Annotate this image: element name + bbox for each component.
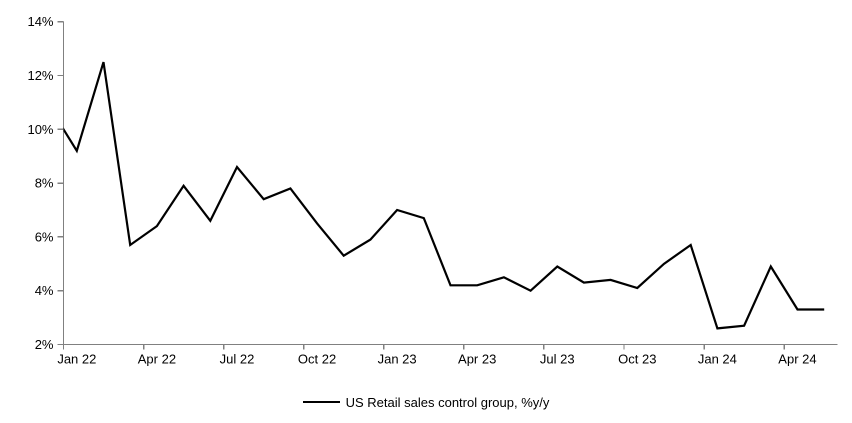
- x-tick-label: Oct 22: [298, 352, 336, 367]
- data-line-series: [63, 61, 825, 330]
- x-tick-label: Jul 22: [220, 352, 255, 367]
- legend-label: US Retail sales control group, %y/y: [345, 394, 550, 410]
- y-tick-label: 12%: [27, 68, 53, 83]
- x-tick-label: Jan 22: [57, 352, 96, 367]
- y-tick-label: 10%: [27, 122, 53, 137]
- y-tick-label: 2%: [35, 337, 54, 352]
- legend-line-swatch: [302, 401, 340, 403]
- y-tick-label: 6%: [35, 229, 54, 244]
- x-tick-label: Jan 24: [698, 352, 737, 367]
- x-tick-label: Apr 22: [138, 352, 176, 367]
- legend: US Retail sales control group, %y/y: [0, 392, 852, 412]
- x-tick-label: Apr 23: [458, 352, 496, 367]
- x-tick-label: Jan 23: [378, 352, 417, 367]
- x-tick-label: Jul 23: [540, 352, 575, 367]
- x-tick-label: Apr 24: [778, 352, 816, 367]
- y-tick-label: 14%: [27, 14, 53, 29]
- y-tick-label: 4%: [35, 283, 54, 298]
- x-tick-label: Oct 23: [618, 352, 656, 367]
- y-tick-label: 8%: [35, 176, 54, 191]
